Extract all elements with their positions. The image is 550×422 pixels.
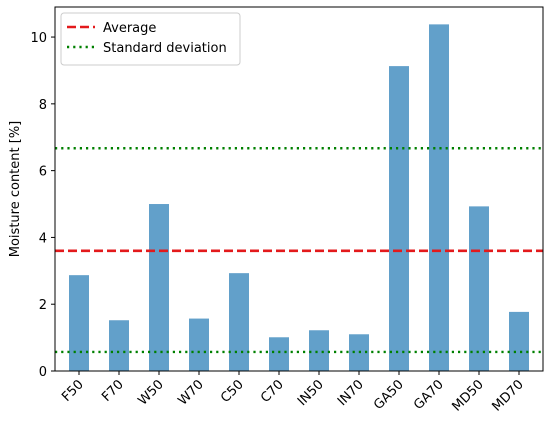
x-axis: F50 F70 W50 W70 C50 C70 IN50 IN70 GA50 GA70 MD50 MD…: [59, 371, 527, 415]
legend-std-dev-label: Standard deviation: [103, 41, 227, 56]
x-tick-label: W70: [175, 377, 206, 408]
bar-f50: [69, 275, 89, 371]
bar-ga50: [389, 66, 409, 372]
y-axis: 0 2 4 6 8 10: [30, 31, 55, 380]
plot-area: [55, 7, 543, 371]
x-tick-label: MD50: [450, 377, 487, 414]
x-tick-label: C50: [218, 377, 247, 406]
x-tick-label: GA70: [411, 377, 447, 413]
reference-lines: [55, 147, 543, 354]
bar-w70: [189, 318, 209, 371]
legend: Average Standard deviation: [60, 12, 241, 66]
bar-ga70: [429, 24, 449, 372]
x-tick-label: MD70: [490, 377, 527, 414]
x-tick-label: W50: [135, 377, 166, 408]
y-tick-label: 0: [39, 365, 47, 380]
x-tick-label: GA50: [371, 377, 407, 413]
y-tick-label: 2: [39, 298, 47, 313]
x-tick-label: IN70: [335, 377, 367, 409]
plot-frame: [54, 6, 544, 372]
x-tick-label: F70: [99, 377, 127, 405]
bar-in50: [309, 330, 329, 371]
x-tick-label: F50: [59, 377, 87, 405]
bar-c70: [269, 337, 289, 371]
y-tick-label: 8: [39, 98, 47, 113]
legend-box: [60, 12, 241, 66]
bar-c50: [229, 273, 249, 371]
x-tick-label: IN50: [295, 377, 327, 409]
x-tick-label: C70: [258, 377, 287, 406]
bar-md70: [509, 311, 529, 371]
bar-md50: [469, 206, 489, 371]
y-tick-label: 10: [30, 31, 47, 46]
y-axis-label: Moisture content [%]: [8, 121, 23, 257]
bars: [69, 24, 529, 372]
bar-f70: [109, 320, 129, 371]
y-tick-label: 4: [39, 231, 47, 246]
y-tick-label: 6: [39, 165, 47, 180]
legend-average-label: Average: [103, 21, 156, 36]
bar-w50: [149, 204, 169, 371]
